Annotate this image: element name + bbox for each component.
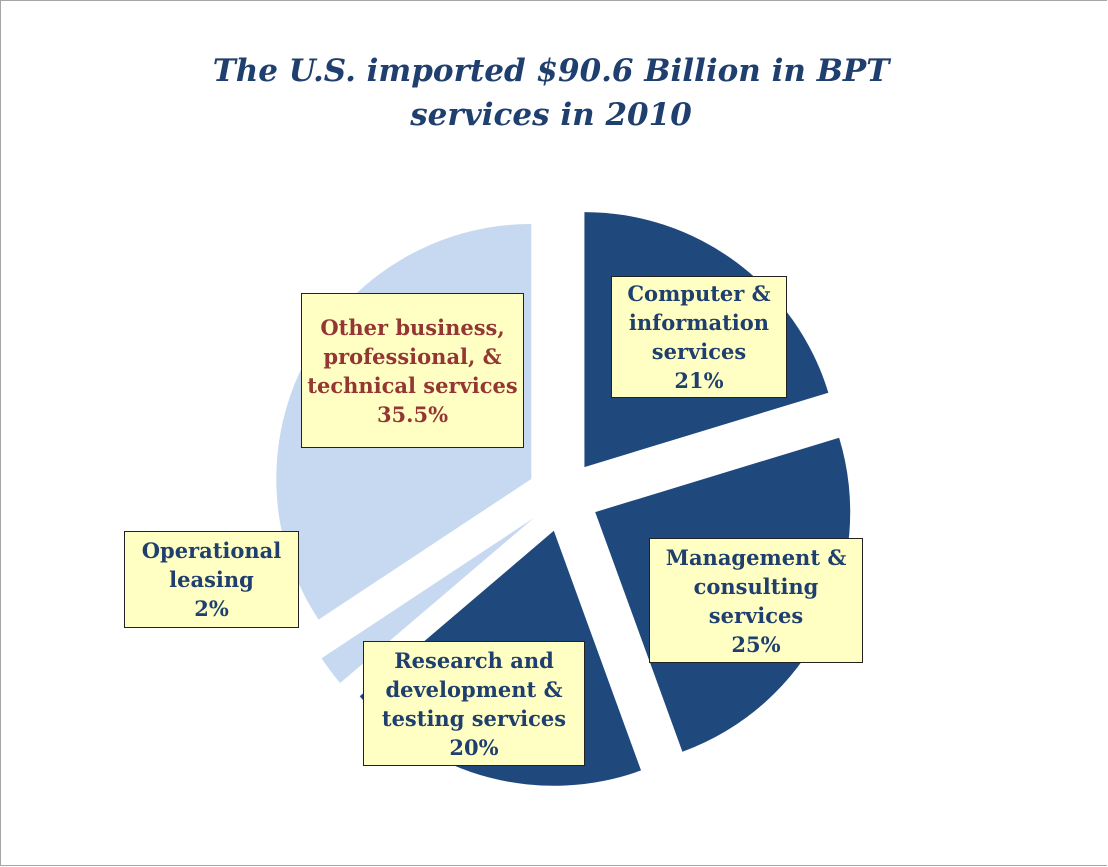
- slice-label: Computer & information services 21%: [611, 276, 787, 398]
- value-label: 21%: [674, 368, 724, 393]
- category-label: Other business, professional, & technica…: [307, 314, 518, 398]
- chart-title: The U.S. imported $90.6 Billion in BPT s…: [212, 53, 890, 133]
- value-label: 2%: [194, 596, 229, 621]
- value-label: 20%: [449, 734, 499, 760]
- category-label: Operational leasing: [141, 538, 282, 592]
- slice-label: Management & consulting services 25%: [649, 538, 863, 663]
- slice-label: Other business, professional, & technica…: [301, 293, 524, 448]
- value-label: 35.5%: [376, 401, 449, 427]
- slice-label: Operational leasing 2%: [124, 531, 299, 628]
- slice-label: Research and development & testing servi…: [363, 641, 585, 766]
- category-label: Research and development & testing servi…: [381, 647, 567, 731]
- value-label: 25%: [731, 631, 781, 657]
- category-label: Management & consulting services: [665, 544, 847, 628]
- category-label: Computer & information services: [627, 281, 771, 364]
